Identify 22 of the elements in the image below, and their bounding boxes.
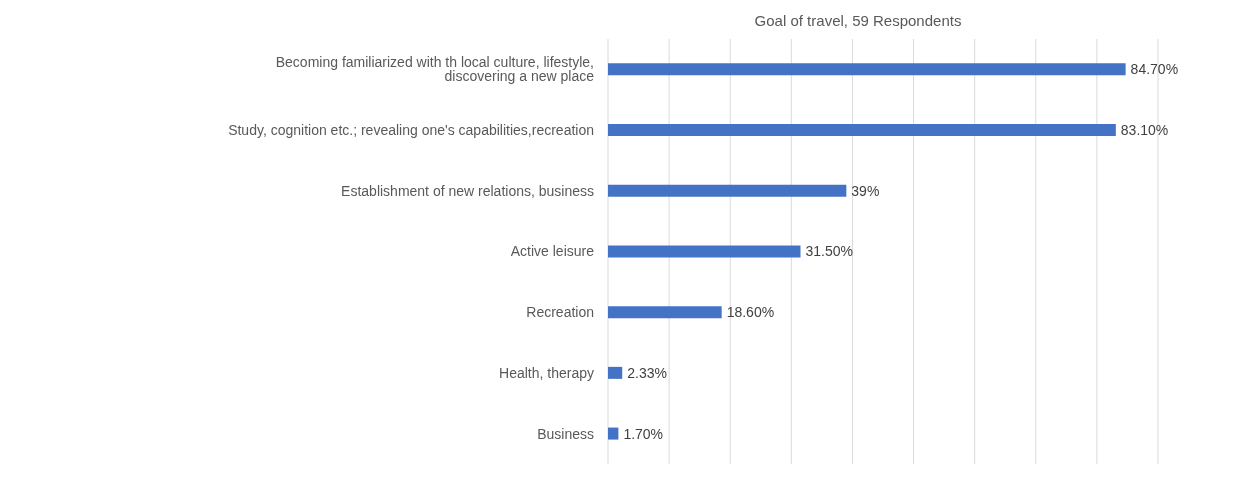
y-tick-label: Study, cognition etc.; revealing one's capabilities,recreation — [228, 122, 594, 139]
bar — [608, 245, 801, 258]
y-tick-label: Recreation — [526, 304, 594, 321]
y-tick-label: Becoming familiarized with th local culture, lifestyle, discovering a new place — [275, 54, 595, 85]
data-label: 18.60% — [726, 304, 775, 321]
data-label: 39% — [851, 182, 880, 199]
y-tick-label: Active leisure — [510, 243, 595, 260]
bar — [608, 184, 847, 197]
y-tick-label: Health, therapy — [499, 364, 594, 381]
data-label: 84.70% — [1130, 61, 1179, 78]
data-label: 1.70% — [623, 425, 664, 442]
bar — [608, 63, 1126, 76]
bar — [608, 427, 619, 440]
bar — [608, 306, 722, 319]
data-label: 2.33% — [627, 364, 667, 381]
y-tick-label: Business — [537, 425, 594, 442]
data-label: 31.50% — [805, 243, 853, 260]
data-label: 83.10% — [1120, 121, 1169, 138]
chart-title: Goal of travel, 59 Respondents — [753, 11, 963, 29]
y-tick-label: Establishment of new relations, business — [341, 182, 594, 199]
bar — [608, 366, 623, 379]
bar — [608, 124, 1116, 136]
